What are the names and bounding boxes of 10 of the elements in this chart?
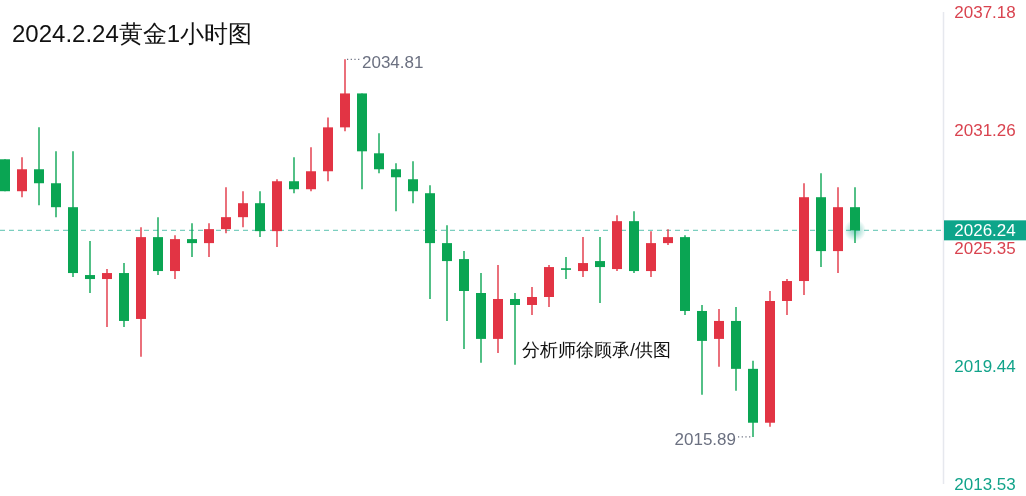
chart-title: 2024.2.24黄金1小时图 xyxy=(12,19,253,47)
annotation: 分析师徐顾承/供图 xyxy=(522,340,672,360)
y-tick-label: 2025.35 xyxy=(954,238,1016,258)
ref-line-label: 2026.24 xyxy=(954,220,1016,240)
y-tick-label: 2031.26 xyxy=(954,120,1016,140)
y-tick-label: 2019.44 xyxy=(954,356,1016,376)
annotation: 2034.81 xyxy=(362,52,424,72)
y-tick-label: 2013.53 xyxy=(954,474,1016,494)
annotation: 2015.89 xyxy=(674,430,736,450)
y-tick-label: 2037.18 xyxy=(954,2,1016,22)
